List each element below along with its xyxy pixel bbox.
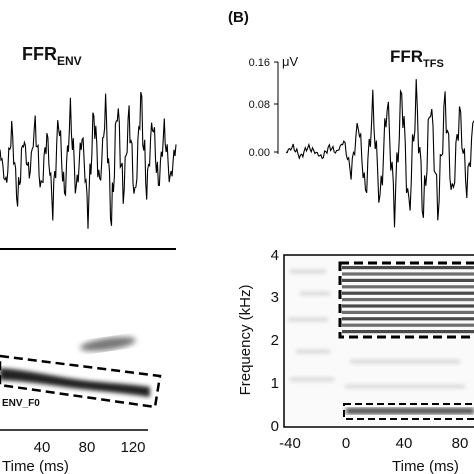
right-spec-high-freq-bands <box>342 266 474 334</box>
right-ytick-label: 0.08 <box>249 99 270 111</box>
left-title-main: FFR <box>22 44 57 64</box>
spec-ytick-0: 0 <box>271 418 279 435</box>
low-freq-band <box>346 408 474 414</box>
right-x-label: Time (ms) <box>392 458 459 474</box>
right-title-main: FFR <box>390 47 423 66</box>
right-ytick-label: 0.16 <box>249 57 270 69</box>
right-spec-y-ticks: 4 3 2 1 0 <box>271 247 279 435</box>
left-x-ticks: 40 80 120 <box>34 439 146 456</box>
panel-b-label: (B) <box>228 9 249 26</box>
spec-ytick-4: 4 <box>271 247 279 264</box>
noise-streak <box>300 292 330 295</box>
right-spec-noise <box>288 270 465 388</box>
spec-band <box>342 317 474 321</box>
spec-band <box>342 310 474 314</box>
ffr-env-trace <box>0 91 177 229</box>
right-spectrogram <box>284 255 474 427</box>
spec-band <box>342 323 474 327</box>
spec-band <box>342 298 474 302</box>
spec-band <box>342 272 474 276</box>
right-y-label: Frequency (kHz) <box>237 285 254 396</box>
right-xtick-m40: -40 <box>279 435 301 452</box>
left-xtick-120: 120 <box>120 439 145 456</box>
tfs-box <box>338 261 474 339</box>
left-spec-blob-upper <box>80 336 136 352</box>
spec-band <box>342 304 474 308</box>
noise-streak <box>290 378 334 381</box>
left-title-sub: ENV <box>57 54 82 68</box>
spec-band <box>342 278 474 282</box>
right-xtick-0: 0 <box>342 435 350 452</box>
spec-band <box>342 330 474 334</box>
spec-band <box>342 285 474 289</box>
noise-streak <box>290 270 326 273</box>
left-waveform <box>0 91 177 229</box>
low-freq-box <box>343 403 474 420</box>
right-title: FFRTFS <box>390 47 444 70</box>
left-spectrogram: ENV_F0 <box>0 336 162 409</box>
right-xtick-40: 40 <box>396 435 413 452</box>
spec-band <box>342 291 474 295</box>
ffr-tfs-trace <box>285 79 474 228</box>
right-spec-background <box>284 255 474 427</box>
noise-streak <box>288 318 328 321</box>
noise-streak <box>345 385 465 388</box>
right-unit: μV <box>282 54 298 69</box>
noise-streak <box>350 360 460 363</box>
left-spec-band <box>0 368 150 397</box>
right-title-sub: TFS <box>423 58 444 70</box>
left-x-label: Time (ms) <box>2 458 69 474</box>
right-xtick-80: 80 <box>452 435 469 452</box>
right-y-ticks: 0.16 0.08 0.00 <box>249 57 278 159</box>
spec-ytick-1: 1 <box>271 375 279 392</box>
right-spec-frame <box>283 254 474 428</box>
env-f0-label: ENV_F0 <box>2 398 40 409</box>
left-xtick-80: 80 <box>79 439 96 456</box>
spec-band <box>342 266 474 270</box>
right-ytick-label: 0.00 <box>249 147 270 159</box>
right-x-ticks: -40 0 40 80 <box>279 435 468 452</box>
left-xtick-40: 40 <box>34 439 51 456</box>
left-title: FFRENV <box>22 44 82 68</box>
spec-ytick-2: 2 <box>271 332 279 349</box>
spec-ytick-3: 3 <box>271 289 279 306</box>
right-waveform <box>285 79 474 228</box>
noise-streak <box>296 350 330 353</box>
